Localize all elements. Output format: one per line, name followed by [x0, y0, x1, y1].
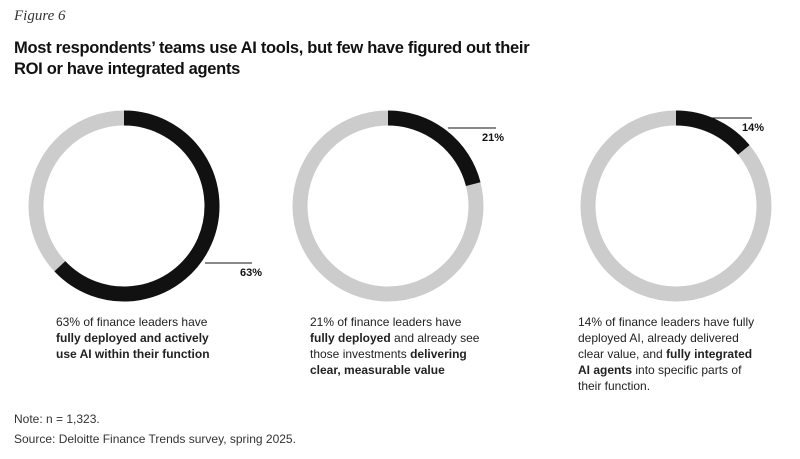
chart-title: Most respondents’ teams use AI tools, bu…	[14, 39, 530, 78]
caption: 21% of finance leaders have fully deploy…	[310, 314, 480, 378]
caption-text: delivering clear, measurable value	[310, 347, 467, 377]
caption-text: fully deployed and actively use AI withi…	[56, 331, 210, 361]
donut-segment	[387, 110, 481, 187]
caption-text: into specific parts of their function.	[578, 363, 742, 393]
caption-text: 63% of finance leaders have	[56, 315, 208, 329]
donut-segment	[54, 110, 220, 302]
caption-text: fully integrated AI agents	[578, 347, 753, 377]
caption-text: 14% of finance leaders have fully deploy…	[578, 315, 755, 361]
caption: 63% of finance leaders have fully deploy…	[56, 314, 226, 362]
figure-label: Figure 6	[14, 8, 66, 24]
caption-text: 21% of finance leaders have	[310, 315, 462, 329]
caption-text: fully deployed	[310, 331, 391, 345]
note: Note: n = 1,323.	[14, 412, 100, 426]
value-label: 63%	[240, 267, 262, 279]
value-label: 21%	[482, 132, 504, 144]
caption: 14% of finance leaders have fully deploy…	[578, 314, 758, 394]
donut-segment	[675, 110, 750, 155]
caption-text: and already see those investments	[310, 331, 480, 361]
value-label: 14%	[742, 122, 764, 134]
source: Source: Deloitte Finance Trends survey, …	[14, 432, 296, 446]
